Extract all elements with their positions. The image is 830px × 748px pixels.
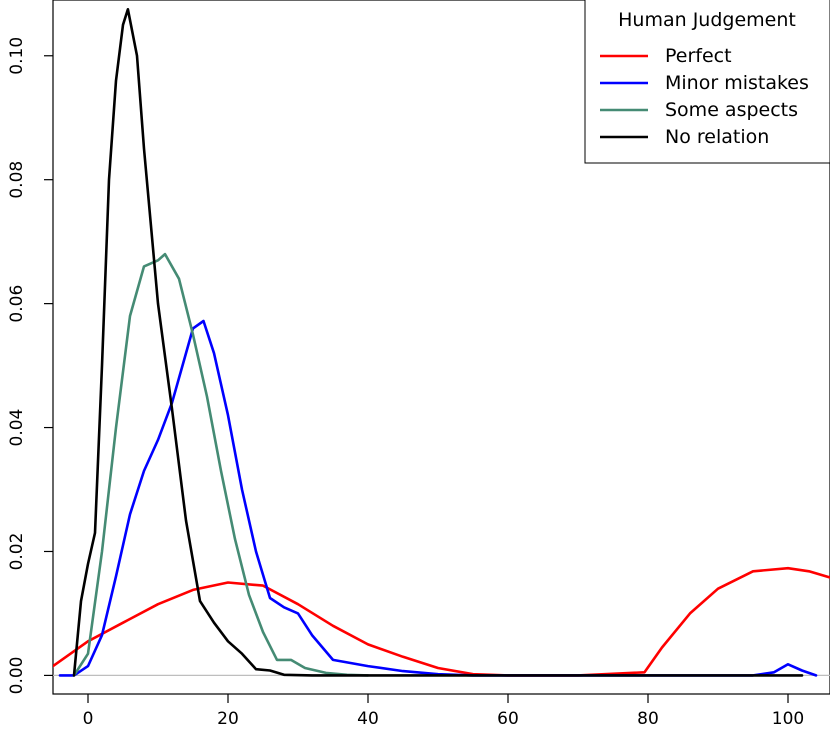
x-tick-label: 60	[497, 709, 519, 729]
y-tick-label: 0.00	[7, 656, 27, 694]
x-tick-label: 20	[217, 709, 239, 729]
plot-frame	[52, 0, 830, 695]
x-tick-label: 0	[83, 709, 94, 729]
y-tick-label: 0.02	[7, 533, 27, 571]
series-line-minor-mistakes	[58, 319, 818, 677]
x-tick-label: 40	[357, 709, 379, 729]
y-tick-label: 0.10	[7, 37, 27, 75]
legend-label-minor-mistakes: Minor mistakes	[665, 72, 809, 94]
series-line-some-aspects	[72, 252, 370, 677]
x-tick-label: 80	[637, 709, 659, 729]
series-line-perfect	[53, 566, 830, 677]
series-line-no-relation	[72, 8, 804, 677]
axes: 0 20 40 60 80 100 0.00 0.02 0.04 0.06 0.08 0.10	[7, 0, 830, 729]
y-tick-label: 0.08	[7, 161, 27, 199]
legend: Human Judgement Perfect Minor mistakes Som…	[584, 0, 830, 164]
series-layer	[53, 8, 830, 677]
legend-label-no-relation: No relation	[665, 126, 769, 148]
legend-label-some-aspects: Some aspects	[665, 99, 798, 121]
legend-label-perfect: Perfect	[665, 45, 732, 67]
legend-title: Human Judgement	[618, 9, 796, 31]
y-tick-label: 0.06	[7, 285, 27, 323]
x-tick-label: 100	[772, 709, 804, 729]
legend-items: Perfect Minor mistakes Some aspects No rela…	[600, 45, 809, 148]
y-tick-label: 0.04	[7, 409, 27, 447]
